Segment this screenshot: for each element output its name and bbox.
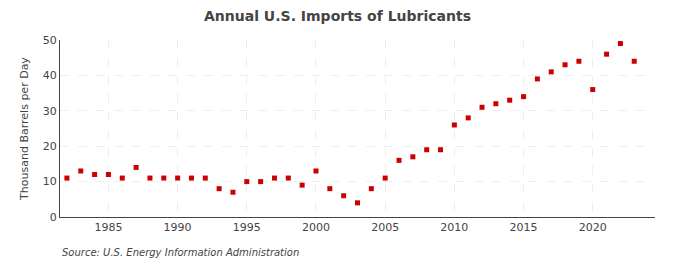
svg-text:1985: 1985 (94, 221, 122, 234)
svg-text:Annual U.S. Imports of Lubrica: Annual U.S. Imports of Lubricants (204, 8, 471, 24)
svg-text:2015: 2015 (510, 221, 538, 234)
svg-text:1990: 1990 (164, 221, 192, 234)
svg-text:20: 20 (43, 140, 57, 153)
svg-text:2020: 2020 (579, 221, 607, 234)
svg-text:50: 50 (43, 34, 57, 47)
svg-text:0: 0 (50, 211, 57, 224)
svg-text:10: 10 (43, 175, 57, 188)
svg-text:2005: 2005 (371, 221, 399, 234)
svg-text:30: 30 (43, 105, 57, 118)
svg-text:1995: 1995 (233, 221, 261, 234)
svg-text:2000: 2000 (302, 221, 330, 234)
svg-text:2010: 2010 (440, 221, 468, 234)
svg-text:Source: U.S. Energy Informatio: Source: U.S. Energy Information Administ… (62, 247, 299, 258)
svg-text:Thousand Barrels per Day: Thousand Barrels per Day (18, 57, 31, 201)
svg-text:40: 40 (43, 69, 57, 82)
